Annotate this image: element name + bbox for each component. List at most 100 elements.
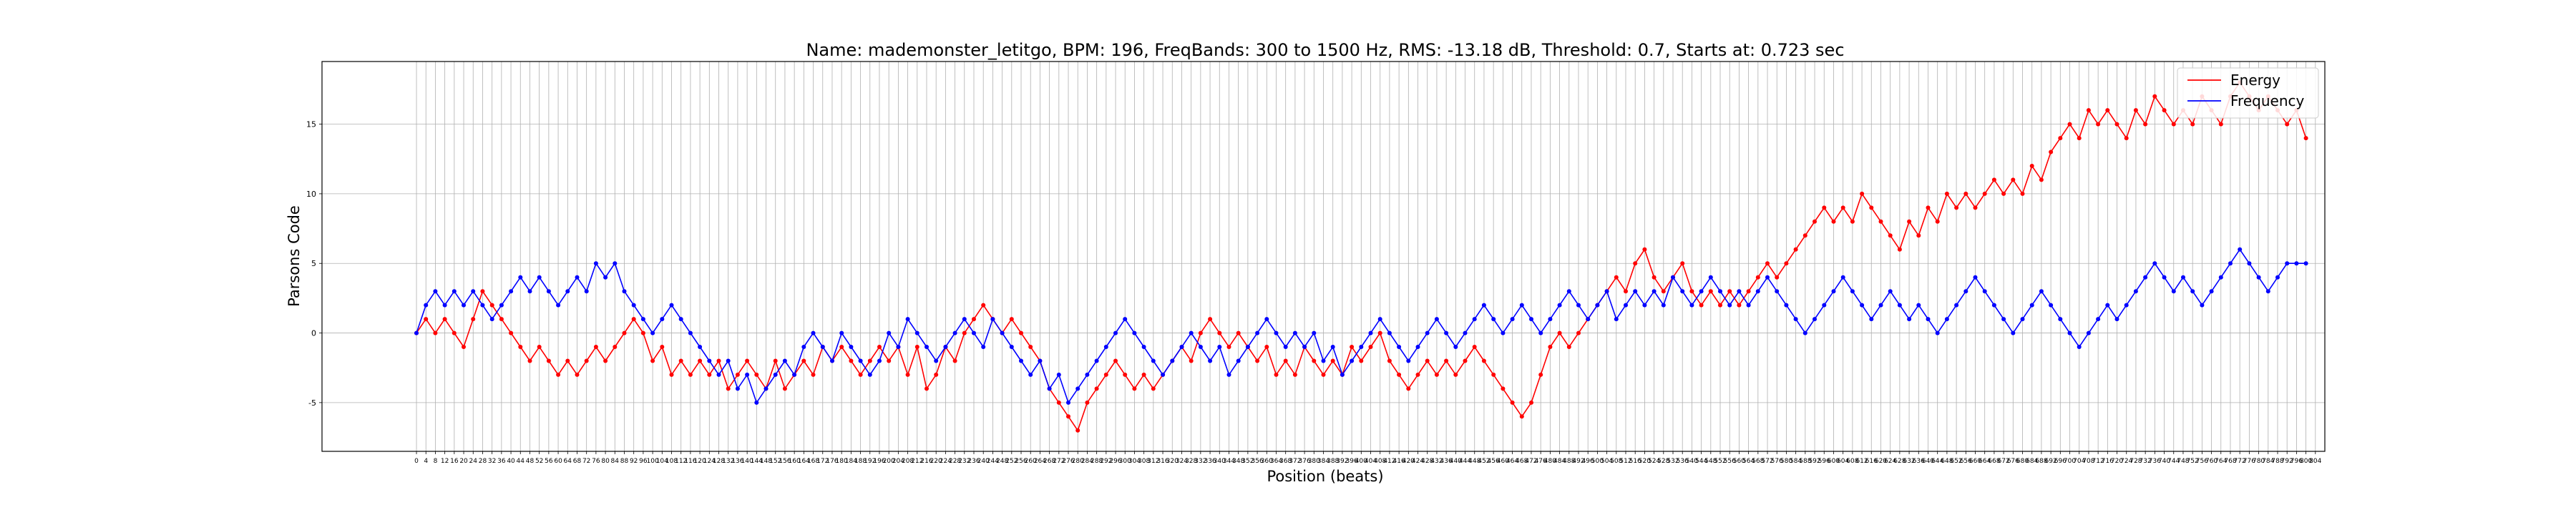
data-point-energy xyxy=(1292,372,1297,377)
x-tick-label: 236 xyxy=(967,458,980,465)
data-point-frequency xyxy=(1292,330,1297,335)
x-tick-label: 0 xyxy=(414,458,419,465)
x-tick-label: 728 xyxy=(2129,458,2142,465)
x-tick-label: 296 xyxy=(1109,458,1121,465)
data-point-energy xyxy=(1699,303,1704,308)
x-tick-label: 136 xyxy=(731,458,743,465)
x-tick-label: 680 xyxy=(2016,458,2029,465)
x-tick-label: 12 xyxy=(441,458,449,465)
data-point-energy xyxy=(1481,358,1486,363)
data-point-frequency xyxy=(2247,261,2252,266)
x-tick-label: 336 xyxy=(1204,458,1216,465)
x-tick-label: 224 xyxy=(940,458,952,465)
data-point-frequency xyxy=(763,386,769,391)
data-point-energy xyxy=(1793,247,1798,252)
x-tick-label: 748 xyxy=(2177,458,2189,465)
data-point-frequency xyxy=(2238,247,2243,252)
y-tick-label: 5 xyxy=(311,259,316,268)
data-point-energy xyxy=(2077,136,2082,141)
data-point-frequency xyxy=(1916,303,1921,308)
series-layer xyxy=(414,80,2308,433)
x-tick-label: 656 xyxy=(1960,458,1972,465)
data-point-frequency xyxy=(2181,275,2185,280)
data-point-energy xyxy=(631,317,636,322)
data-point-frequency xyxy=(1434,317,1439,322)
data-point-frequency xyxy=(2218,275,2223,280)
data-point-energy xyxy=(1746,289,1751,294)
data-point-frequency xyxy=(972,330,976,335)
data-point-frequency xyxy=(1935,330,1940,335)
data-point-frequency xyxy=(1047,386,1052,391)
x-tick-label: 720 xyxy=(2111,458,2123,465)
data-point-energy xyxy=(584,358,589,363)
data-point-frequency xyxy=(1604,289,1609,294)
data-point-frequency xyxy=(2303,261,2308,266)
data-point-energy xyxy=(452,330,457,335)
data-point-frequency xyxy=(1340,372,1345,377)
x-tick-label: 352 xyxy=(1241,458,1254,465)
data-point-energy xyxy=(622,330,627,335)
data-point-frequency xyxy=(2133,289,2138,294)
data-point-frequency xyxy=(924,345,929,349)
x-tick-label: 60 xyxy=(554,458,562,465)
data-point-energy xyxy=(2285,122,2290,127)
data-point-energy xyxy=(1444,358,1449,363)
data-point-energy xyxy=(1926,205,1931,210)
x-tick-label: 412 xyxy=(1383,458,1395,465)
data-point-energy xyxy=(1860,191,1865,196)
x-tick-label: 356 xyxy=(1251,458,1263,465)
data-point-frequency xyxy=(1377,317,1382,322)
data-point-frequency xyxy=(2256,275,2261,280)
data-point-frequency xyxy=(1501,330,1506,335)
data-point-frequency xyxy=(1878,303,1883,308)
data-point-energy xyxy=(877,345,882,349)
x-tick-label: 484 xyxy=(1553,458,1566,465)
data-point-frequency xyxy=(480,303,485,308)
data-point-frequency xyxy=(546,289,551,294)
data-point-frequency xyxy=(1000,330,1005,335)
x-tick-label: 268 xyxy=(1043,458,1055,465)
x-tick-label: 372 xyxy=(1289,458,1301,465)
data-point-energy xyxy=(914,345,919,349)
data-point-energy xyxy=(1406,386,1411,391)
data-point-energy xyxy=(1642,247,1647,252)
x-tick-label: 700 xyxy=(2064,458,2076,465)
x-tick-label: 676 xyxy=(2007,458,2019,465)
data-point-energy xyxy=(1888,233,1893,238)
data-point-energy xyxy=(1680,261,1685,266)
x-tick-label: 572 xyxy=(1761,458,1773,465)
data-point-frequency xyxy=(433,289,438,294)
legend-label-frequency: Frequency xyxy=(2230,92,2304,109)
y-axis-label: Parsons Code xyxy=(286,205,303,307)
data-point-frequency xyxy=(1038,358,1043,363)
data-point-frequency xyxy=(1633,289,1638,294)
data-point-energy xyxy=(1916,233,1921,238)
data-point-frequency xyxy=(1179,345,1184,349)
data-point-frequency xyxy=(452,289,457,294)
x-tick-label: 628 xyxy=(1893,458,1906,465)
x-tick-label: 604 xyxy=(1837,458,1849,465)
data-point-frequency xyxy=(2124,303,2129,308)
x-tick-label: 164 xyxy=(798,458,810,465)
x-tick-label: 556 xyxy=(1724,458,1736,465)
data-point-energy xyxy=(1963,191,1968,196)
data-point-energy xyxy=(499,317,504,322)
data-point-energy xyxy=(669,372,674,377)
data-point-frequency xyxy=(1350,358,1355,363)
x-tick-label: 432 xyxy=(1430,458,1443,465)
data-point-energy xyxy=(924,386,929,391)
x-tick-label: 496 xyxy=(1582,458,1594,465)
data-point-energy xyxy=(754,372,759,377)
data-point-energy xyxy=(2171,122,2176,127)
data-point-energy xyxy=(2011,177,2016,182)
x-tick-label: 772 xyxy=(2234,458,2246,465)
data-point-energy xyxy=(2152,94,2157,99)
x-tick-label: 672 xyxy=(1998,458,2010,465)
data-point-energy xyxy=(1387,358,1392,363)
data-point-energy xyxy=(2133,108,2138,113)
x-tick-label: 200 xyxy=(883,458,895,465)
data-point-energy xyxy=(2096,122,2101,127)
data-point-energy xyxy=(565,358,570,363)
data-point-energy xyxy=(1633,261,1638,266)
x-tick-label: 400 xyxy=(1355,458,1367,465)
